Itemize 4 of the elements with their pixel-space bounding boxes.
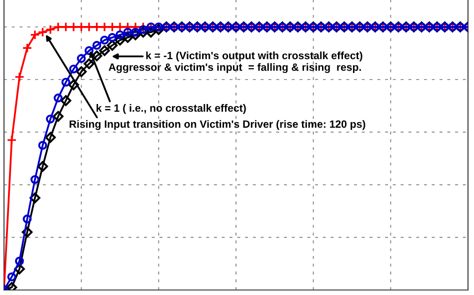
annotation: k = -1 (Victim's output with crosstalk effect) — [146, 51, 362, 62]
annotation: Rising Input transition on Victim's Driver (rise time: 120 ps) — [70, 120, 366, 130]
annotation: k = 1 ( i.e., no crosstalk effect) — [96, 104, 246, 114]
annotation: Aggressor & victim's input = falling & rising resp. — [108, 63, 361, 74]
